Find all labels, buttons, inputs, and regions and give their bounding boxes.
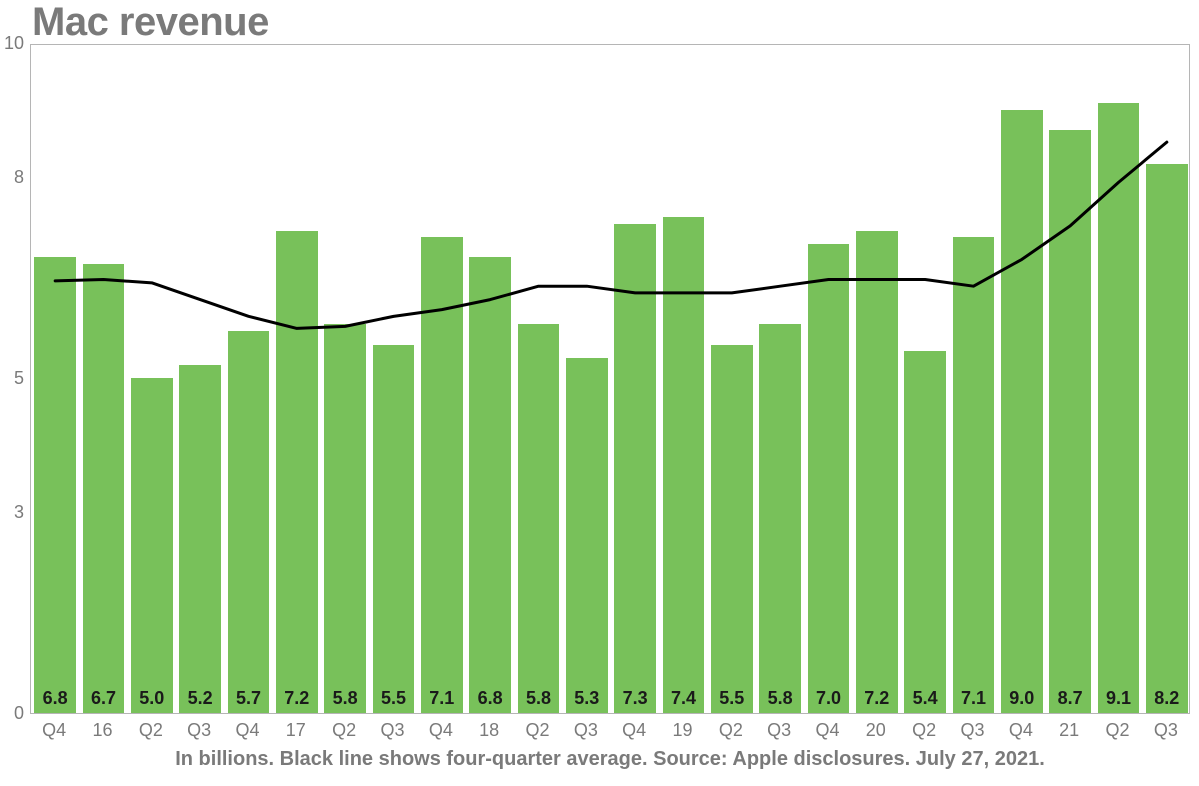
x-tick-label: Q3	[755, 720, 803, 741]
chart-caption: In billions. Black line shows four-quart…	[30, 748, 1190, 771]
bar	[759, 324, 801, 713]
bar	[663, 217, 705, 713]
bar	[83, 264, 125, 713]
bar	[324, 324, 366, 713]
x-tick-label: Q4	[30, 720, 78, 741]
mac-revenue-chart: Mac revenue 6.86.75.05.25.77.25.85.57.16…	[0, 0, 1199, 786]
x-tick-label: 17	[272, 720, 320, 741]
x-tick-label: Q2	[707, 720, 755, 741]
x-tick-label: Q4	[223, 720, 271, 741]
x-tick-label: Q3	[948, 720, 996, 741]
x-tick-label: Q3	[1142, 720, 1190, 741]
bar	[228, 331, 270, 713]
bar	[711, 345, 753, 714]
y-tick-label: 8	[14, 167, 24, 188]
bar	[566, 358, 608, 713]
bar	[808, 244, 850, 713]
bar	[518, 324, 560, 713]
x-tick-label: Q4	[610, 720, 658, 741]
y-tick-label: 10	[4, 33, 24, 54]
y-tick-label: 3	[14, 502, 24, 523]
y-tick-label: 5	[14, 368, 24, 389]
chart-title: Mac revenue	[32, 0, 269, 45]
x-tick-label: 21	[1045, 720, 1093, 741]
bar	[276, 231, 318, 713]
bar	[421, 237, 463, 713]
x-tick-label: Q3	[368, 720, 416, 741]
x-tick-label: Q2	[127, 720, 175, 741]
x-tick-label: Q2	[320, 720, 368, 741]
bar	[904, 351, 946, 713]
bar	[953, 237, 995, 713]
bar	[1049, 130, 1091, 713]
x-tick-label: 16	[78, 720, 126, 741]
x-tick-label: Q2	[513, 720, 561, 741]
x-tick-label: Q4	[417, 720, 465, 741]
bar	[373, 345, 415, 714]
bar	[614, 224, 656, 713]
x-tick-label: Q2	[1093, 720, 1141, 741]
bar	[179, 365, 221, 713]
bar	[34, 257, 76, 713]
bar	[1001, 110, 1043, 713]
x-tick-label: Q4	[803, 720, 851, 741]
x-tick-label: Q4	[997, 720, 1045, 741]
x-tick-label: Q3	[175, 720, 223, 741]
x-tick-label: Q2	[900, 720, 948, 741]
plot-area: 6.86.75.05.25.77.25.85.57.16.85.85.37.37…	[30, 44, 1190, 714]
y-tick-label: 0	[14, 703, 24, 724]
bar	[131, 378, 173, 713]
x-tick-label: 18	[465, 720, 513, 741]
bar	[856, 231, 898, 713]
x-tick-label: 19	[658, 720, 706, 741]
bar	[1146, 164, 1188, 713]
x-tick-label: Q3	[562, 720, 610, 741]
x-tick-label: 20	[852, 720, 900, 741]
bar	[469, 257, 511, 713]
bar	[1098, 103, 1140, 713]
